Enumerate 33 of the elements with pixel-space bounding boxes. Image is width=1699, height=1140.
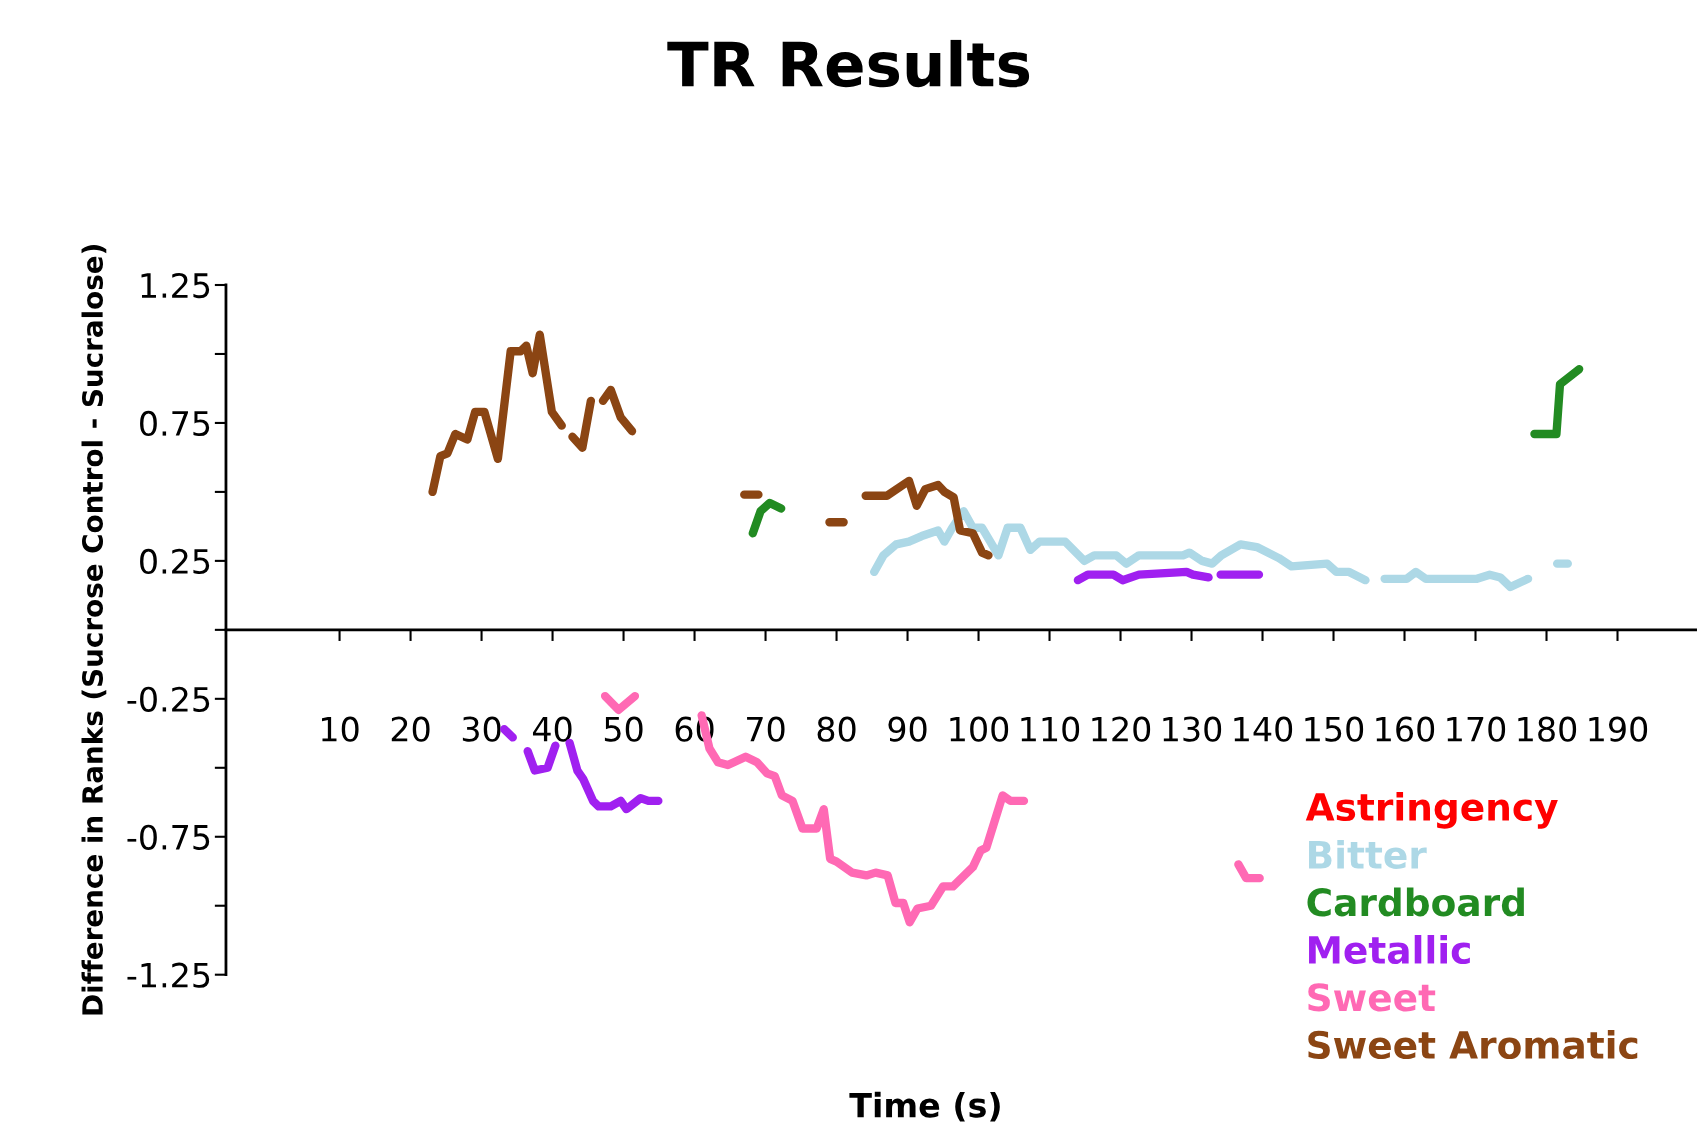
x-tick-label: 50	[604, 716, 643, 742]
y-tick-label: -1.25	[127, 962, 210, 988]
x-tick-label: 90	[888, 716, 927, 742]
text: Sweet	[1308, 983, 1436, 1012]
x-tick-label: 140	[1234, 716, 1293, 742]
y-tick-label: 0.75	[140, 410, 210, 437]
text: Cardboard	[1307, 887, 1524, 917]
x-tick-label: 190	[1589, 716, 1648, 742]
x-tick-label: 20	[391, 716, 430, 742]
x-tick-label: 160	[1376, 716, 1435, 742]
x-tick-label: 10	[322, 716, 359, 742]
x-tick-label: 110	[1021, 716, 1080, 742]
text: Metallic	[1309, 934, 1470, 964]
y-axis-title: Difference in Ranks (Sucrose Control - Sucralose)	[81, 245, 107, 1015]
x-tick-label: 180	[1518, 716, 1577, 742]
x-tick-label: 30	[462, 716, 501, 742]
x-tick-label: 80	[817, 716, 856, 742]
chart-title: TR Results	[667, 39, 1030, 88]
y-tick-label: 1.25	[141, 272, 210, 299]
y-tick-label: -0.75	[127, 824, 210, 850]
x-tick-label: 100	[950, 716, 1009, 742]
text: Sweet Aromatic	[1308, 1030, 1638, 1060]
y-tick-label: -0.25	[127, 686, 210, 712]
text: Bitter	[1309, 839, 1427, 869]
x-tick-label: 70	[747, 716, 785, 742]
y-tick-label: 0.25	[140, 548, 210, 575]
x-tick-label: 40	[532, 716, 572, 742]
x-tick-label: 170	[1447, 716, 1506, 742]
x-tick-label: 120	[1092, 716, 1151, 742]
x-axis-title: Time (s)	[849, 1091, 1000, 1122]
x-tick-label: 130	[1163, 716, 1222, 742]
x-tick-label: 150	[1305, 716, 1364, 742]
legend-label: Astringency	[1305, 792, 1558, 829]
